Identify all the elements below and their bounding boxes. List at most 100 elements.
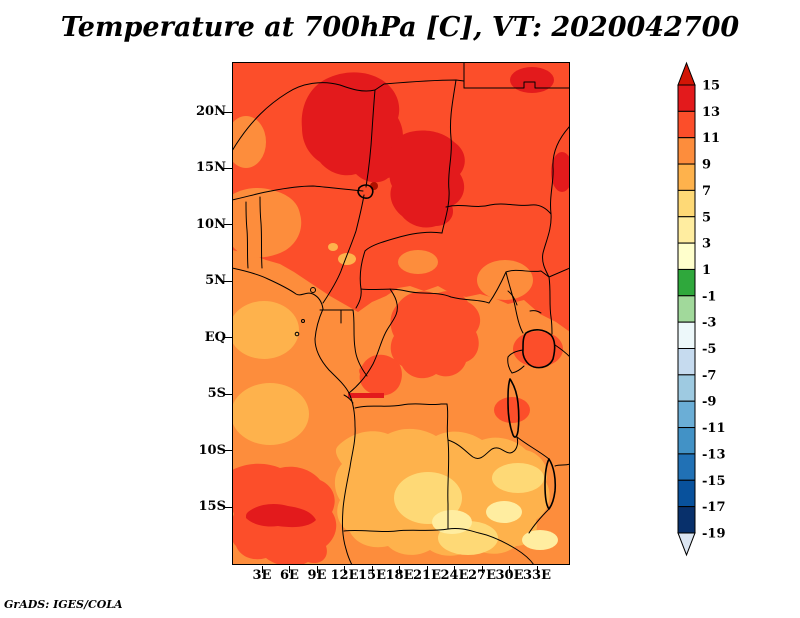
border-zambia-mozambique — [528, 508, 550, 534]
shade-red-chad — [301, 72, 403, 183]
lake-chad — [357, 184, 374, 199]
lon-tick-label: 27E — [468, 568, 496, 583]
border-car-drc — [360, 288, 490, 304]
border-niger-chad — [365, 89, 376, 188]
lat-tick-label: 5S — [207, 386, 226, 402]
colorbar-arrow-bottom — [677, 532, 696, 557]
shade-orange-patch-niger — [232, 188, 302, 258]
colorbar-box — [677, 400, 696, 429]
lon-tick-label: 12E — [330, 568, 359, 583]
colorbar-box — [677, 295, 696, 323]
border-chad-sudan — [441, 79, 457, 234]
shade-orangered-drc — [390, 291, 481, 379]
lon-tick-label: 18E — [385, 568, 414, 583]
border-chad-car — [364, 231, 443, 252]
lon-tick-mark — [509, 566, 510, 573]
border-coastline — [232, 267, 356, 565]
border-nigeria-cameroon — [322, 194, 365, 304]
lon-tick-mark — [481, 566, 483, 573]
colorbar-label: -1 — [702, 289, 716, 304]
shade-paleyellow-2 — [486, 501, 522, 523]
lon-tick-mark — [454, 566, 455, 573]
colorbar-label: 3 — [702, 237, 711, 252]
lat-tick-label: 15N — [196, 160, 226, 176]
colorbar-label: 9 — [702, 158, 711, 173]
lon-tick-label: 33E — [523, 568, 551, 583]
border-benin-nigeria — [259, 196, 263, 269]
shade-lightorange-atlantic-2 — [232, 383, 309, 445]
border-drc-angola — [354, 403, 448, 409]
colorbar-label: 7 — [702, 184, 711, 199]
lat-tick-label: 15S — [198, 499, 226, 514]
lat-tick-label: 20N — [196, 104, 226, 119]
border-southsudan-uganda — [505, 269, 550, 278]
border-ethiopia-west — [542, 125, 570, 278]
lon-tick-mark — [289, 566, 290, 573]
lon-tick-mark — [371, 566, 373, 573]
shade-red-east-edge — [551, 152, 570, 192]
lon-tick-mark — [399, 566, 400, 573]
shade-orange-patch-ssudan — [477, 260, 533, 300]
shade-orange-patch-nw — [232, 116, 266, 168]
lon-tick-label: 30E — [495, 568, 524, 583]
border-drc-zambia — [447, 436, 519, 459]
chart-title: Temperature at 700hPa [C], VT: 202004270… — [60, 12, 740, 43]
island-principe — [301, 319, 305, 323]
lon-tick-label: 6E — [280, 568, 299, 583]
shade-orangered-congo — [359, 354, 402, 396]
lon-tick-label: 24E — [440, 568, 469, 583]
border-cabinda — [343, 394, 354, 404]
border-ruvuma — [554, 463, 570, 467]
border-uganda-drc — [505, 271, 524, 334]
colorbar-label: -5 — [702, 342, 716, 357]
border-zambezi — [447, 528, 535, 565]
shade-red-sudan — [389, 130, 465, 228]
shade-red-angola-streak — [246, 504, 316, 528]
colorbar-box — [677, 321, 696, 349]
lat-tick-mark — [224, 337, 232, 339]
lake-tanganyika — [507, 378, 520, 438]
lat-tick-label: 10N — [196, 216, 226, 232]
lake-albert — [507, 290, 518, 306]
colorbar-arrow-top — [677, 61, 696, 86]
border-angola-namibia — [343, 528, 449, 533]
lat-tick-label: 5N — [205, 273, 226, 289]
map-frame — [232, 62, 570, 565]
lon-tick-mark — [261, 566, 263, 573]
colorbar-label: -13 — [702, 447, 726, 462]
border-angola-drc-east — [446, 403, 449, 441]
lat-tick-label: 10S — [198, 442, 226, 458]
colorbar-box — [677, 216, 696, 244]
lat-tick-label: EQ — [204, 329, 226, 345]
lat-tick-mark — [224, 506, 232, 508]
lat-tick-mark — [224, 450, 232, 452]
lat-tick-mark — [224, 111, 232, 113]
lat-tick-mark — [224, 393, 232, 395]
colorbar-box — [677, 453, 696, 481]
temperature-map — [232, 62, 570, 565]
border-gabon-congo — [352, 309, 368, 377]
shade-paleyellow-1 — [432, 510, 472, 534]
shade-orangered-victoria — [513, 331, 563, 367]
border-togo-benin — [245, 201, 249, 269]
shade-lightorange-atlantic-1 — [232, 301, 299, 359]
border-angola-zambia — [447, 439, 450, 530]
colorbar-label: -15 — [702, 474, 726, 489]
colorbar-box — [677, 479, 696, 508]
colorbar-box — [677, 242, 696, 270]
colorbar-box — [677, 110, 696, 139]
border-chad-libya — [374, 79, 465, 91]
colorbar-label: 5 — [702, 210, 711, 225]
lat-tick-mark — [224, 224, 232, 226]
border-kenya-tanzania — [554, 344, 570, 358]
colorbar-label: 1 — [702, 263, 711, 278]
island-bioko — [310, 287, 316, 293]
border-burundi-east — [511, 365, 525, 374]
colorbar-box — [677, 374, 696, 402]
border-car-southsudan — [488, 271, 507, 304]
colorbar-label: -7 — [702, 368, 716, 383]
colorbar-label: -3 — [702, 316, 716, 331]
shade-orange-patch-car — [398, 250, 438, 274]
colorbar-box — [677, 189, 696, 218]
